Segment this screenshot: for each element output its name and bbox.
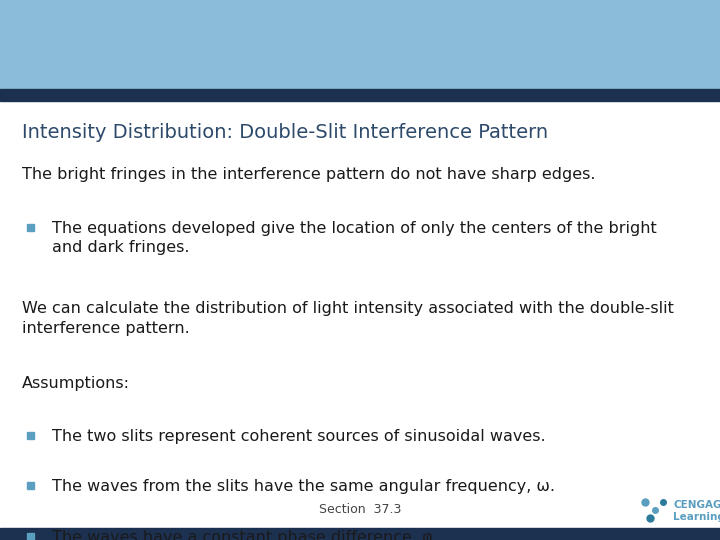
Text: Assumptions:: Assumptions: [22, 376, 130, 392]
Bar [0, 89, 720, 101]
Bar [27, 533, 34, 540]
Text: We can calculate the distribution of light intensity associated with the double-: We can calculate the distribution of lig… [22, 301, 674, 335]
Text: CENGAGE: CENGAGE [673, 500, 720, 510]
Text: The equations developed give the location of only the centers of the bright
and : The equations developed give the locatio… [52, 221, 657, 255]
Text: Section  37.3: Section 37.3 [319, 503, 401, 516]
Bar [27, 224, 34, 231]
Bar [27, 482, 34, 489]
Bar [27, 431, 34, 438]
Bar [0, 528, 720, 540]
Text: The waves have a constant phase difference, φ.: The waves have a constant phase differen… [52, 530, 438, 540]
Text: The bright fringes in the interference pattern do not have sharp edges.: The bright fringes in the interference p… [22, 167, 595, 182]
Text: The waves from the slits have the same angular frequency, ω.: The waves from the slits have the same a… [52, 480, 555, 495]
Bar [0, 0, 720, 89]
Text: Intensity Distribution: Double-Slit Interference Pattern: Intensity Distribution: Double-Slit Inte… [22, 123, 548, 142]
Text: Learning®: Learning® [673, 512, 720, 522]
Text: The two slits represent coherent sources of sinusoidal waves.: The two slits represent coherent sources… [52, 429, 546, 444]
